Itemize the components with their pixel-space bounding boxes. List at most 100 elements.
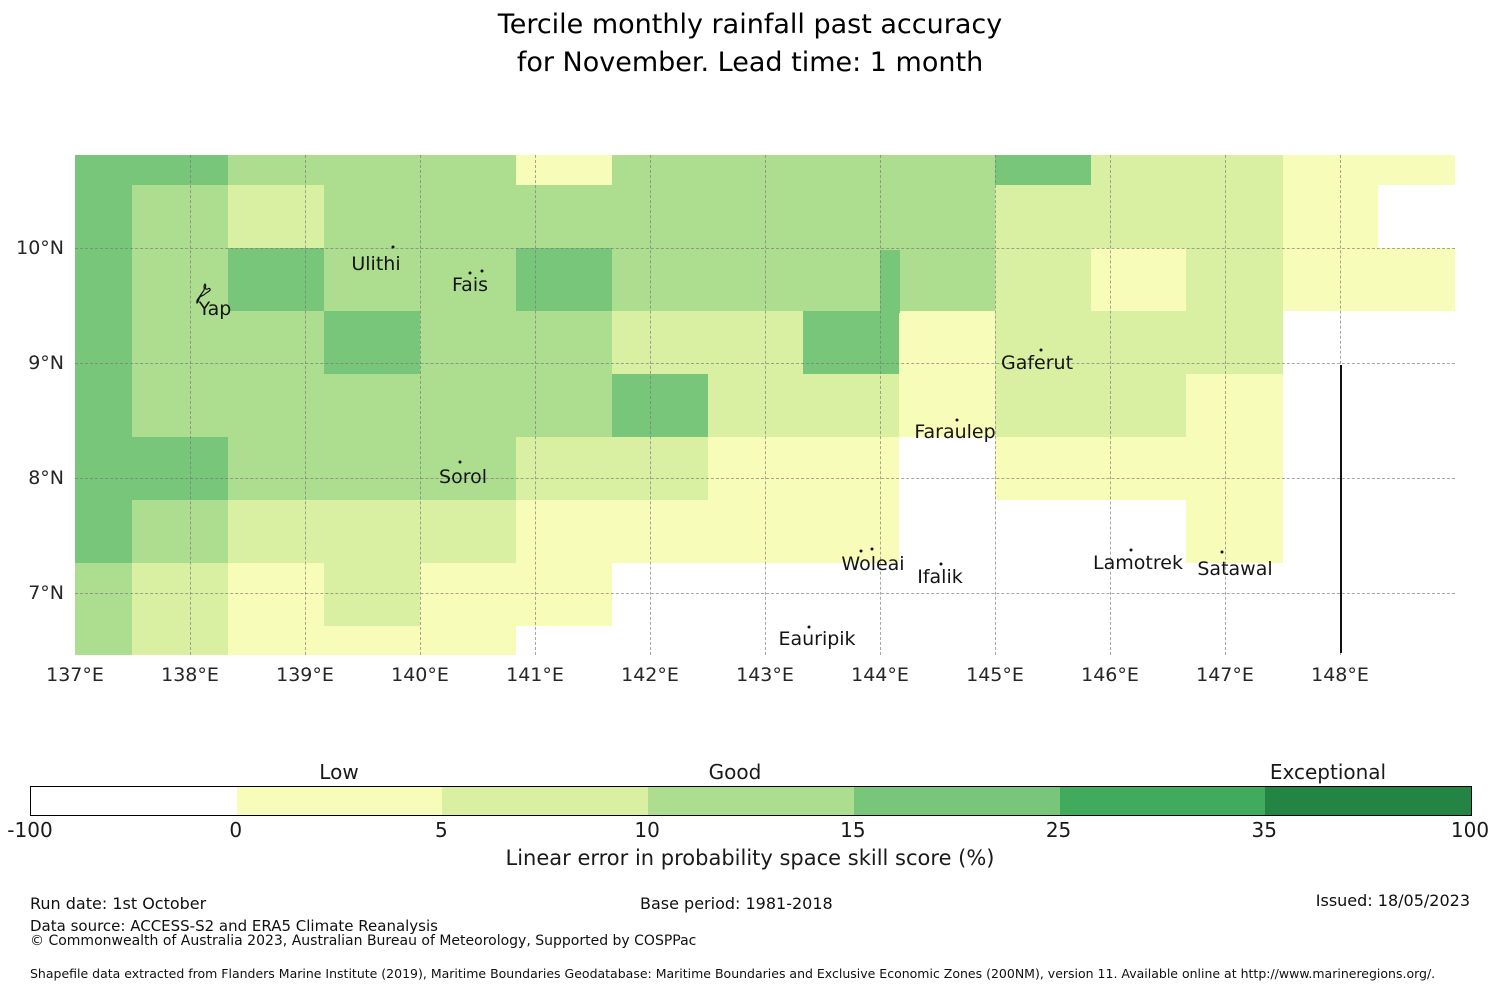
colorbar-segment: [236, 787, 443, 815]
map-cell: [75, 500, 132, 563]
island-marker-dot: [859, 549, 863, 553]
island-marker-dot: [939, 562, 943, 566]
longitude-gridline: [535, 155, 536, 655]
map-cell: [324, 374, 420, 437]
map-cell: [324, 155, 420, 185]
yap-island-outline-icon: [196, 283, 211, 304]
island-label-fais: Fais: [451, 274, 489, 296]
map-cell: [1091, 185, 1186, 248]
longitude-gridline: [305, 155, 306, 655]
map-cell: [995, 437, 1091, 500]
footer-data-source: Data source: ACCESS-S2 and ERA5 Climate …: [30, 917, 438, 935]
map-cell: [803, 311, 899, 374]
x-axis-tick-label: 141°E: [506, 664, 564, 686]
map-cell: [75, 437, 132, 500]
footer-issued: Issued: 18/05/2023: [1315, 891, 1470, 910]
map-cell: [803, 437, 899, 500]
island-marker-dot: [955, 418, 959, 422]
map-cell: [228, 155, 324, 185]
map-cell: [708, 185, 803, 248]
x-axis-tick-label: 145°E: [966, 664, 1024, 686]
colorbar-segment: [442, 787, 649, 815]
chart-title-line2: for November. Lead time: 1 month: [516, 47, 984, 78]
map-cell: [132, 248, 228, 311]
map-cell: [75, 311, 132, 374]
map-cell: [324, 626, 420, 655]
colorbar-zone-label-exceptional: Exceptional: [1269, 760, 1387, 784]
map-cell: [612, 248, 708, 311]
longitude-gridline: [420, 155, 421, 655]
x-axis-tick-label: 138°E: [161, 664, 219, 686]
island-label-gaferut: Gaferut: [1000, 352, 1074, 374]
map-cell: [420, 185, 516, 248]
map-cell: [420, 374, 516, 437]
map-cell: [75, 155, 132, 185]
island-label-woleai: Woleai: [841, 553, 905, 575]
map-cell: [995, 185, 1091, 248]
island-label-sorol: Sorol: [439, 466, 487, 488]
map-cell: [1378, 155, 1455, 185]
map-cell: [75, 185, 132, 248]
y-axis-tick-label: 9°N: [28, 352, 64, 374]
island-label-lamotrek: Lamotrek: [1093, 552, 1183, 574]
map-cell: [708, 374, 803, 437]
map-cell: [612, 311, 708, 374]
map-cell: [516, 563, 612, 626]
chart-title-line1: Tercile monthly rainfall past accuracy: [497, 9, 1003, 40]
map-cell: [516, 311, 612, 374]
map-cell: [1283, 248, 1378, 311]
x-axis-tick-label: 139°E: [276, 664, 334, 686]
map-cell: [516, 155, 612, 185]
island-label-ifalik: Ifalik: [917, 566, 963, 588]
map-cell: [1378, 248, 1455, 311]
map-cell: [899, 155, 995, 185]
map-cell: [324, 563, 420, 626]
colorbar-zone-label-low: Low: [319, 760, 359, 784]
map-cell: [516, 248, 612, 311]
colorbar-zone-label-good: Good: [708, 760, 762, 784]
map-cell: [1091, 437, 1186, 500]
longitude-gridline: [650, 155, 651, 655]
map-cell: [132, 437, 228, 500]
map-cell: [228, 626, 324, 655]
map-cell: [228, 563, 324, 626]
footer-run-date: Run date: 1st October: [30, 894, 207, 913]
map-cell: [228, 185, 324, 248]
colorbar-segment: [31, 787, 237, 815]
map-cell: [516, 500, 612, 563]
map-cell: [1186, 374, 1283, 437]
map-cell: [324, 437, 420, 500]
island-marker-dot: [1039, 348, 1043, 352]
map-cell: [803, 374, 899, 437]
map-cell: [228, 311, 324, 374]
map-cell: [708, 311, 803, 374]
map-cell: [1186, 155, 1283, 185]
colorbar-tick-label: 35: [1251, 818, 1278, 842]
map-cell: [1186, 248, 1283, 311]
longitude-gridline: [765, 155, 766, 655]
map-cell: [995, 155, 1091, 185]
x-axis-tick-label: 143°E: [736, 664, 794, 686]
colorbar-segment: [648, 787, 854, 815]
longitude-gridline: [880, 155, 881, 655]
map-cell: [1091, 374, 1186, 437]
map-cell: [1283, 155, 1378, 185]
chart-title: Tercile monthly rainfall past accuracy f…: [0, 6, 1500, 82]
map-cell: [324, 185, 420, 248]
x-axis-tick-label: 146°E: [1081, 664, 1139, 686]
island-marker-dot: [480, 269, 484, 273]
map-cell: [612, 374, 708, 437]
colorbar-tick-label: 15: [840, 818, 866, 842]
colorbar-tick-label: 10: [634, 818, 660, 842]
map-cell: [612, 155, 708, 185]
map-cell: [132, 185, 228, 248]
x-axis-tick-label: 148°E: [1311, 664, 1369, 686]
island-marker-dot: [870, 547, 874, 551]
map-cell: [1186, 185, 1283, 248]
map-cell: [708, 500, 803, 563]
colorbar-tick-label: -100: [7, 818, 53, 842]
map-cell: [899, 185, 995, 248]
island-label-eauripik: Eauripik: [778, 628, 856, 650]
map-cell: [516, 374, 612, 437]
map-cell: [1091, 155, 1186, 185]
